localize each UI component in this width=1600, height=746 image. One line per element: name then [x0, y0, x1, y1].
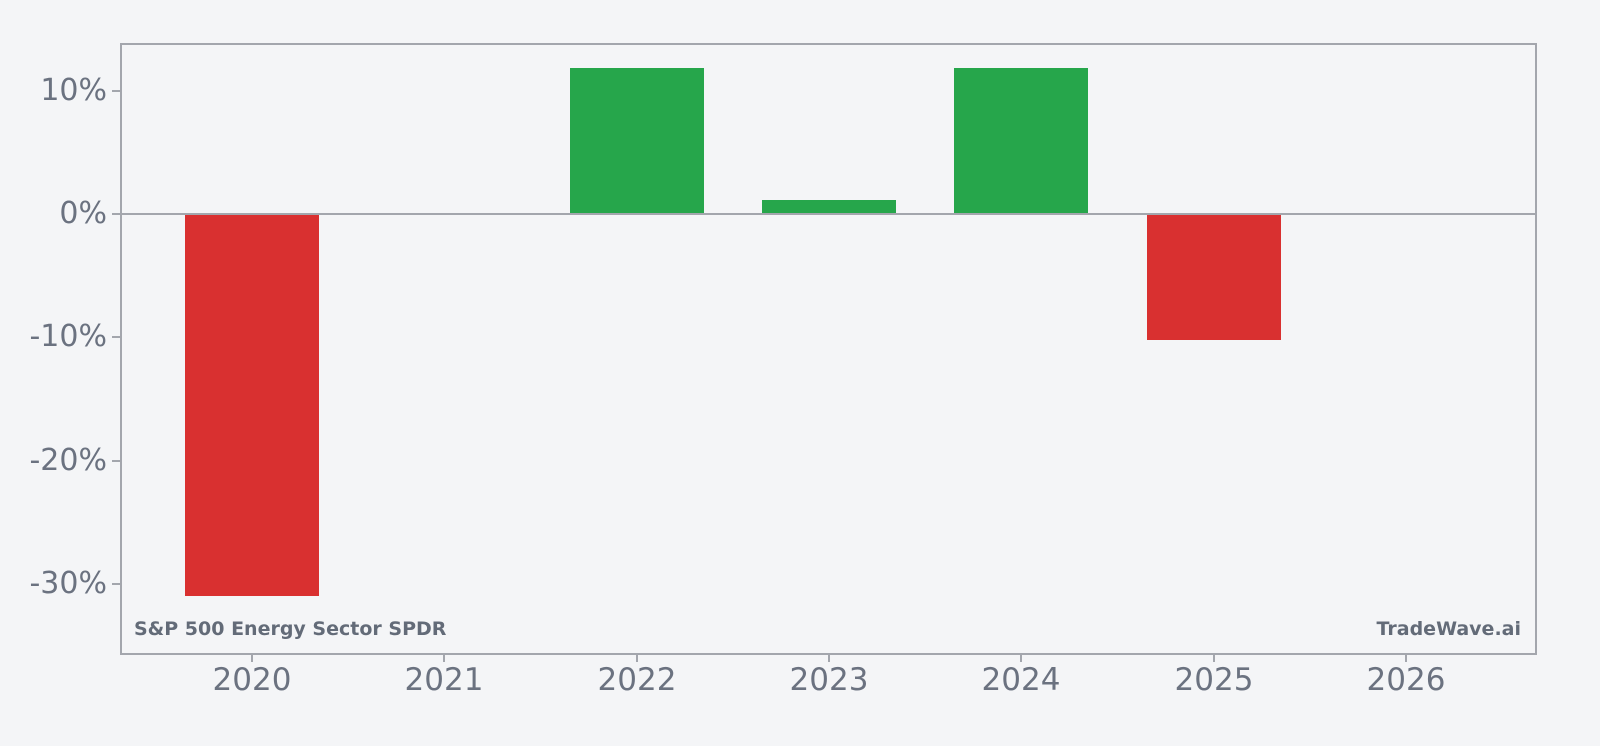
x-tick-label-2022: 2022 [597, 662, 677, 698]
x-tick-mark [1213, 655, 1215, 662]
y-tick-mark [112, 583, 120, 585]
y-tick-label: -30% [29, 566, 107, 601]
x-tick-label-2021: 2021 [404, 662, 484, 698]
bar-2024 [954, 68, 1088, 214]
y-tick-mark [112, 90, 120, 92]
x-tick-mark [1405, 655, 1407, 662]
x-tick-mark [251, 655, 253, 662]
y-tick-label: -10% [29, 319, 107, 354]
x-tick-label-2025: 2025 [1174, 662, 1254, 698]
x-tick-mark [443, 655, 445, 662]
y-tick-label: -20% [29, 443, 107, 478]
x-tick-label-2024: 2024 [981, 662, 1061, 698]
y-tick-mark [112, 460, 120, 462]
bar-2020 [185, 214, 319, 596]
y-tick-mark [112, 213, 120, 215]
bar-2025 [1147, 214, 1281, 340]
brand-label: TradeWave.ai [1376, 618, 1521, 641]
bar-2023 [762, 200, 896, 214]
plot-area: S&P 500 Energy Sector SPDR TradeWave.ai [120, 43, 1537, 655]
x-tick-label-2020: 2020 [212, 662, 292, 698]
chart-source-label: S&P 500 Energy Sector SPDR [134, 618, 447, 641]
y-tick-mark [112, 336, 120, 338]
x-tick-mark [828, 655, 830, 662]
zero-line [122, 213, 1535, 215]
bar-2022 [570, 68, 704, 214]
x-tick-label-2026: 2026 [1366, 662, 1446, 698]
y-tick-label: 10% [40, 73, 107, 108]
y-tick-label: 0% [59, 196, 107, 231]
x-tick-mark [1020, 655, 1022, 662]
x-tick-mark [636, 655, 638, 662]
x-tick-label-2023: 2023 [789, 662, 869, 698]
